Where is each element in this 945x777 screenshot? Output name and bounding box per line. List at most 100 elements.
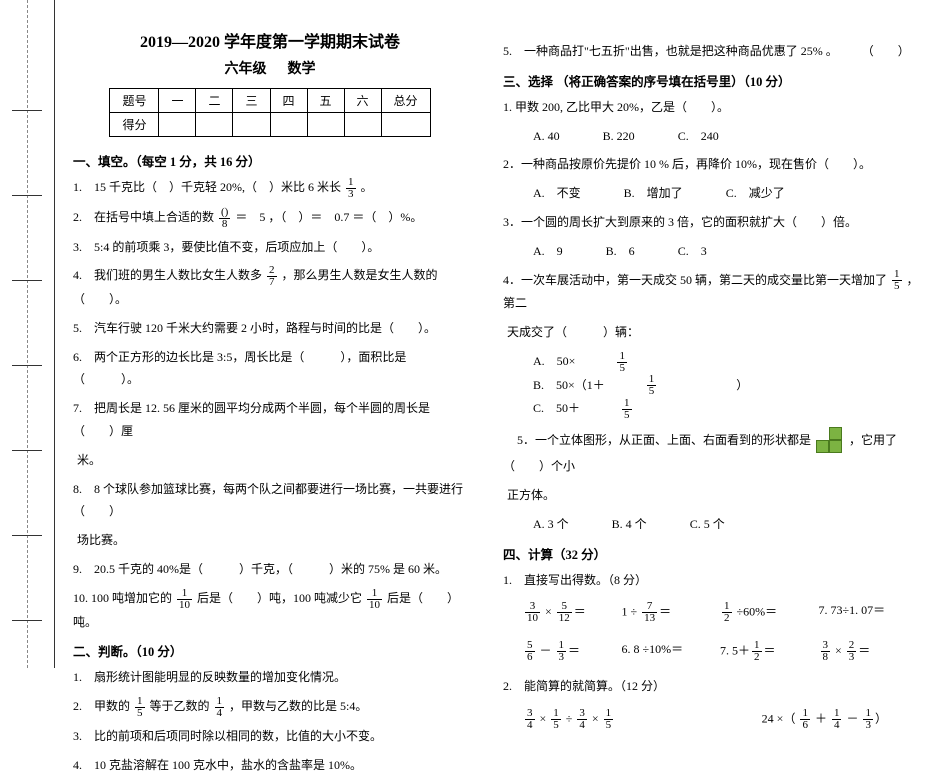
fraction: 15 bbox=[617, 351, 667, 374]
s3-q5c: 正方体。 bbox=[503, 484, 927, 507]
calc-item: 1 ÷ 713＝ bbox=[622, 601, 721, 624]
score-cell: 二 bbox=[196, 89, 233, 113]
score-cell bbox=[196, 113, 233, 137]
fraction: 15 bbox=[622, 398, 672, 421]
calc-item: 24 ×（ 16 ＋ 14 － 13） bbox=[705, 708, 917, 731]
binding-margin bbox=[0, 0, 55, 668]
paper-subtitle: 六年级 数学 bbox=[73, 58, 467, 78]
section4-title: 四、计算（32 分） bbox=[503, 544, 927, 563]
binding-tick bbox=[12, 110, 42, 111]
fraction: 13 bbox=[863, 708, 873, 731]
s3-q1: 1. 甲数 200, 乙比甲大 20%，乙是（ ）。 bbox=[503, 96, 927, 119]
text: 2. 在括号中填上合适的数 bbox=[73, 210, 214, 224]
s4-p1-title: 1. 直接写出得数。（8 分） bbox=[503, 569, 927, 592]
s2-q1: 1. 扇形统计图能明显的反映数量的增加变化情况。 bbox=[73, 666, 467, 689]
fraction: 512 bbox=[557, 601, 572, 624]
op: － bbox=[537, 644, 555, 658]
score-cell bbox=[307, 113, 344, 137]
s2-q2: 2. 甲数的 15 等于乙数的 14 ，甲数与乙数的比是 5:4。 bbox=[73, 695, 467, 719]
score-cell bbox=[233, 113, 270, 137]
opt-c: C. 240 bbox=[678, 125, 719, 148]
fraction: 14 bbox=[832, 708, 842, 731]
op: × bbox=[589, 711, 602, 725]
fraction: 12 bbox=[722, 601, 732, 624]
score-cell bbox=[159, 113, 196, 137]
s1-q7a: 7. 把周长是 12. 56 厘米的圆平均分成两个半圆，每个半圆的周长是（ ）厘 bbox=[73, 397, 467, 443]
fraction: ()8 bbox=[219, 207, 230, 230]
text: 7. 5＋ bbox=[720, 644, 750, 658]
left-column: 2019—2020 学年度第一学期期末试卷 六年级 数学 题号 一 二 三 四 … bbox=[55, 0, 485, 668]
binding-tick bbox=[12, 620, 42, 621]
opt-b: B. 6 bbox=[606, 240, 635, 263]
text: 。 bbox=[361, 180, 373, 194]
text: 4．一次车展活动中，第一天成交 50 辆，第二天的成交量比第一天增加了 bbox=[503, 273, 887, 287]
score-cell: 得分 bbox=[110, 113, 159, 137]
subject-label: 数学 bbox=[288, 62, 316, 77]
opt-a: A. 9 bbox=[533, 240, 563, 263]
op: － bbox=[843, 711, 861, 725]
text: ＝ 5 ，（ ）＝ 0.7 ＝（ ）%。 bbox=[235, 210, 422, 224]
opt-b: B. 220 bbox=[603, 125, 635, 148]
s3-q2: 2．一种商品按原价先提价 10 % 后，再降价 10%，现在售价（ ）。 bbox=[503, 153, 927, 176]
text: ） bbox=[875, 711, 887, 725]
opt-c: C. 50＋ 15 bbox=[533, 397, 712, 421]
s4-p1-row2: 56 － 13＝ 6. 8 ÷10%＝ 7. 5＋12＝ 38 × 23＝ bbox=[503, 636, 927, 667]
fraction: 14 bbox=[215, 696, 225, 719]
s1-q4: 4. 我们班的男生人数比女生人数多 27 ，那么男生人数是女生人数的（ ）。 bbox=[73, 264, 467, 311]
text: 5．一个立体图形，从正面、上面、右面看到的形状都是 bbox=[503, 433, 811, 447]
calc-item: 12 ÷60%＝ bbox=[720, 601, 819, 624]
s1-q1: 1. 15 千克比（ ）千克轻 20%,（ ）米比 6 米长 13 。 bbox=[73, 176, 467, 200]
text: C. 50＋ bbox=[533, 397, 580, 420]
calc-item: 56 － 13＝ bbox=[523, 640, 622, 663]
opt-a: A. 3 个 bbox=[533, 513, 569, 536]
opt-a: A. 40 bbox=[533, 125, 560, 148]
text: 2. 甲数的 bbox=[73, 699, 130, 713]
s4-p2-row: 34 × 15 ÷ 34 × 15 24 ×（ 16 ＋ 14 － 13） bbox=[503, 704, 927, 735]
fraction: 110 bbox=[367, 588, 382, 611]
opt-a: A. 50×15 bbox=[533, 350, 707, 374]
fraction: 27 bbox=[267, 265, 277, 288]
calc-item: 38 × 23＝ bbox=[819, 640, 918, 663]
binding-tick bbox=[12, 450, 42, 451]
score-header-row: 题号 一 二 三 四 五 六 总分 bbox=[110, 89, 430, 113]
binding-tick bbox=[12, 365, 42, 366]
s1-q10: 10. 100 吨增加它的 110 后是（ ）吨，100 吨减少它 110 后是… bbox=[73, 587, 467, 634]
score-cell: 五 bbox=[307, 89, 344, 113]
l-shape-icon bbox=[816, 427, 844, 455]
binding-tick bbox=[12, 195, 42, 196]
score-table: 题号 一 二 三 四 五 六 总分 得分 bbox=[109, 88, 430, 137]
eq: ＝ bbox=[568, 644, 580, 658]
s4-p1-row1: 310 × 512＝ 1 ÷ 713＝ 12 ÷60%＝ 7. 73÷1. 07… bbox=[503, 597, 927, 628]
fraction: 110 bbox=[177, 588, 192, 611]
fraction: 15 bbox=[604, 708, 614, 731]
s1-q2: 2. 在括号中填上合适的数 ()8 ＝ 5 ，（ ）＝ 0.7 ＝（ ）%。 bbox=[73, 206, 467, 230]
calc-item: 7. 5＋12＝ bbox=[720, 640, 819, 663]
opt-b: B. 4 个 bbox=[612, 513, 647, 536]
s2-q3: 3. 比的前项和后项同时除以相同的数，比值的大小不变。 bbox=[73, 725, 467, 748]
s3-q2-opts: A. 不变 B. 增加了 C. 减少了 bbox=[503, 182, 927, 205]
section1-title: 一、填空。（每空 1 分，共 16 分） bbox=[73, 151, 467, 170]
fraction: 56 bbox=[525, 640, 535, 663]
opt-c: C. 5 个 bbox=[690, 513, 725, 536]
op: × bbox=[832, 644, 845, 658]
binding-tick bbox=[12, 280, 42, 281]
score-cell bbox=[270, 113, 307, 137]
eq: ＝ bbox=[858, 644, 870, 658]
text: 4. 我们班的男生人数比女生人数多 bbox=[73, 268, 265, 282]
s1-q5: 5. 汽车行驶 120 千米大约需要 2 小时，路程与时间的比是（ ）。 bbox=[73, 317, 467, 340]
text: ，甲数与乙数的比是 5:4。 bbox=[229, 699, 367, 713]
text: ） bbox=[736, 374, 748, 397]
opt-a: A. 不变 bbox=[533, 182, 581, 205]
op: ＋ bbox=[812, 711, 830, 725]
s1-q3: 3. 5:4 的前项乘 3，要使比值不变，后项应加上（ ）。 bbox=[73, 236, 467, 259]
text: 10. 100 吨增加它的 bbox=[73, 591, 172, 605]
s2-q4: 4. 10 克盐溶解在 100 克水中，盐水的含盐率是 10%。 bbox=[73, 754, 467, 777]
fraction: 15 bbox=[551, 708, 561, 731]
calc-item: 7. 73÷1. 07＝ bbox=[819, 601, 918, 624]
score-cell: 一 bbox=[159, 89, 196, 113]
fraction: 15 bbox=[892, 269, 902, 292]
fraction: 15 bbox=[647, 374, 697, 397]
op: ÷ bbox=[563, 711, 576, 725]
text: 1 ÷ bbox=[622, 605, 641, 619]
s3-q5a: 5．一个立体图形，从正面、上面、右面看到的形状都是 ，它用了（ ）个小 bbox=[503, 427, 927, 478]
